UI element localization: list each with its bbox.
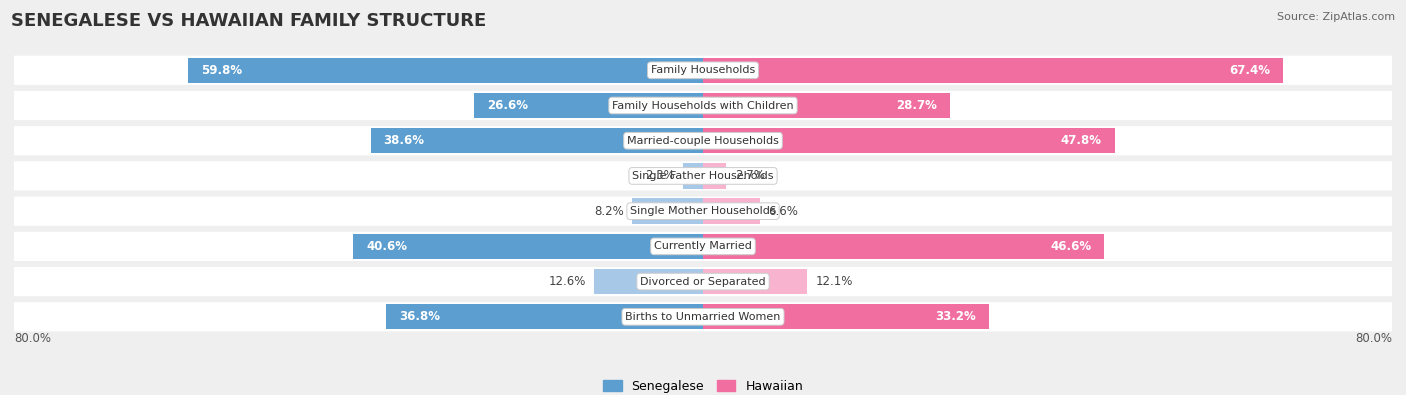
Text: Married-couple Households: Married-couple Households <box>627 136 779 146</box>
Bar <box>703 198 759 224</box>
Bar <box>703 58 1284 83</box>
Text: 80.0%: 80.0% <box>14 332 51 345</box>
Text: 59.8%: 59.8% <box>201 64 242 77</box>
Bar <box>371 128 703 153</box>
Legend: Senegalese, Hawaiian: Senegalese, Hawaiian <box>598 375 808 395</box>
Text: 40.6%: 40.6% <box>367 240 408 253</box>
Bar <box>188 58 703 83</box>
FancyBboxPatch shape <box>14 126 1392 155</box>
Bar <box>633 198 703 224</box>
Text: Family Households: Family Households <box>651 65 755 75</box>
Bar <box>703 163 727 189</box>
Text: 2.3%: 2.3% <box>645 169 675 182</box>
Text: Births to Unmarried Women: Births to Unmarried Women <box>626 312 780 322</box>
Bar <box>387 304 703 329</box>
FancyBboxPatch shape <box>14 56 1392 85</box>
Bar <box>703 93 950 118</box>
Bar <box>353 234 703 259</box>
Text: Single Mother Households: Single Mother Households <box>630 206 776 216</box>
Bar <box>703 269 807 294</box>
FancyBboxPatch shape <box>14 232 1392 261</box>
Text: Currently Married: Currently Married <box>654 241 752 251</box>
Text: 26.6%: 26.6% <box>486 99 527 112</box>
Text: 6.6%: 6.6% <box>769 205 799 218</box>
Bar <box>474 93 703 118</box>
Text: 38.6%: 38.6% <box>384 134 425 147</box>
Text: 12.1%: 12.1% <box>815 275 853 288</box>
Text: Family Households with Children: Family Households with Children <box>612 100 794 111</box>
Text: Single Father Households: Single Father Households <box>633 171 773 181</box>
Text: 36.8%: 36.8% <box>399 310 440 324</box>
Text: 46.6%: 46.6% <box>1050 240 1091 253</box>
FancyBboxPatch shape <box>14 197 1392 226</box>
FancyBboxPatch shape <box>14 91 1392 120</box>
Text: SENEGALESE VS HAWAIIAN FAMILY STRUCTURE: SENEGALESE VS HAWAIIAN FAMILY STRUCTURE <box>11 12 486 30</box>
Text: Source: ZipAtlas.com: Source: ZipAtlas.com <box>1277 12 1395 22</box>
Text: 47.8%: 47.8% <box>1060 134 1102 147</box>
Bar <box>703 304 988 329</box>
FancyBboxPatch shape <box>14 267 1392 296</box>
Text: 67.4%: 67.4% <box>1229 64 1271 77</box>
Text: Divorced or Separated: Divorced or Separated <box>640 276 766 287</box>
Bar <box>595 269 703 294</box>
FancyBboxPatch shape <box>14 161 1392 190</box>
Text: 33.2%: 33.2% <box>935 310 976 324</box>
FancyBboxPatch shape <box>14 302 1392 331</box>
Text: 8.2%: 8.2% <box>593 205 624 218</box>
Text: 12.6%: 12.6% <box>548 275 586 288</box>
Text: 80.0%: 80.0% <box>1355 332 1392 345</box>
Bar <box>703 234 1104 259</box>
Text: 2.7%: 2.7% <box>735 169 765 182</box>
Bar <box>703 128 1115 153</box>
Bar <box>683 163 703 189</box>
Text: 28.7%: 28.7% <box>897 99 938 112</box>
